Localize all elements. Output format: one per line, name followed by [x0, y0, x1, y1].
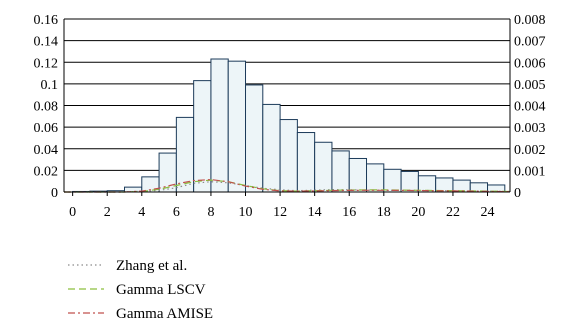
left-y-tick-label: 0.06 [34, 121, 59, 136]
x-tick-label: 18 [377, 205, 391, 220]
x-tick-label: 24 [481, 205, 495, 220]
right-y-tick-label: 0.004 [514, 100, 546, 115]
right-y-tick-label: 0.006 [514, 56, 546, 71]
left-y-tick-label: 0.02 [34, 164, 59, 179]
left-y-axis-ticks: 0 0.02 0.04 0.06 0.08 0.1 0.12 0.14 0.16 [34, 13, 59, 201]
legend-label: Gamma AMISE [116, 306, 213, 322]
right-y-tick-label: 0 [514, 186, 521, 201]
histogram-bars [72, 58, 506, 193]
x-axis-ticks: 0 2 4 6 8 10 12 14 16 18 20 22 24 [69, 192, 495, 220]
axes [63, 19, 511, 193]
x-tick-label: 16 [342, 205, 356, 220]
right-y-axis-ticks: 0 0.001 0.002 0.003 0.004 0.005 0.006 0.007 0.00… [514, 13, 546, 201]
left-y-tick-label: 0.1 [41, 78, 59, 93]
histogram-bar [227, 60, 247, 193]
left-y-tick-label: 0 [51, 186, 58, 201]
x-tick-label: 4 [138, 205, 145, 220]
right-y-tick-label: 0.002 [514, 143, 546, 158]
x-tick-label: 22 [446, 205, 460, 220]
left-y-tick-label: 0.16 [34, 13, 59, 28]
x-tick-label: 12 [273, 205, 287, 220]
histogram-bar [417, 175, 437, 193]
right-y-tick-label: 0.001 [514, 164, 546, 179]
x-tick-label: 2 [104, 205, 111, 220]
left-y-tick-label: 0.14 [34, 35, 59, 50]
x-tick-label: 8 [207, 205, 214, 220]
series-line-gamma-amise [64, 178, 511, 193]
x-tick-label: 20 [411, 205, 425, 220]
histogram-bar [262, 103, 281, 193]
histogram-bar [210, 58, 229, 193]
right-y-tick-label: 0.003 [514, 121, 546, 136]
legend: Zhang et al. Gamma LSCV Gamma AMISE [68, 258, 213, 322]
histogram-bar [383, 168, 402, 193]
histogram-bar [193, 80, 212, 193]
x-tick-label: 10 [239, 205, 253, 220]
histogram-bar [296, 132, 316, 193]
legend-label: Zhang et al. [116, 258, 187, 274]
legend-label: Gamma LSCV [116, 282, 206, 298]
left-y-tick-label: 0.04 [34, 143, 59, 158]
histogram-bar [175, 116, 195, 193]
histogram-bar [245, 84, 264, 193]
histogram-bar [400, 170, 419, 193]
x-tick-label: 14 [308, 205, 322, 220]
right-y-tick-label: 0.007 [514, 35, 546, 50]
x-tick-label: 0 [69, 205, 76, 220]
histogram-bar [331, 150, 350, 193]
right-y-tick-label: 0.005 [514, 78, 546, 93]
left-y-tick-label: 0.12 [34, 56, 59, 71]
density-curves [64, 178, 511, 193]
histogram-bar [435, 177, 454, 193]
histogram-bar [366, 163, 385, 193]
histogram-bar [348, 157, 368, 193]
x-tick-label: 6 [173, 205, 180, 220]
left-y-tick-label: 0.08 [34, 100, 59, 115]
histogram-bar [279, 119, 298, 193]
right-y-tick-label: 0.008 [514, 13, 546, 28]
histogram-bar [314, 141, 333, 193]
